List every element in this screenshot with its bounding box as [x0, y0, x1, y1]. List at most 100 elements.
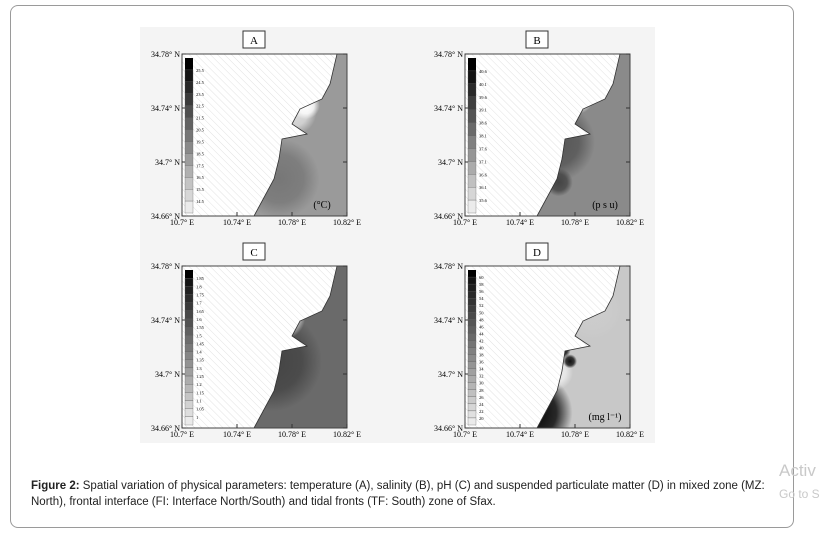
- colorbar-label: 37.1: [479, 159, 487, 164]
- colorbar-swatch: [467, 161, 477, 175]
- lat-tick-label: 34.78° N: [151, 50, 180, 59]
- colorbar-label: 14.5: [196, 199, 205, 204]
- lat-tick-label: 34.66° N: [434, 212, 463, 221]
- contour-map: A 34.78° N 34.74° N 34.7° N 34.66° N10.7° E 1…: [151, 30, 361, 227]
- colorbar-swatch: [467, 109, 477, 123]
- lon-tick-label: 10.78° E: [561, 430, 589, 439]
- colorbar-swatch: [184, 375, 194, 385]
- colorbar-label: 39.6: [479, 95, 488, 100]
- colorbar-swatch: [467, 333, 477, 341]
- lat-tick-label: 34.74° N: [434, 104, 463, 113]
- colorbar-label: 40: [479, 346, 484, 351]
- colorbar-swatch: [467, 326, 477, 334]
- colorbar-swatch: [184, 335, 194, 344]
- unit-label: (p s u): [592, 200, 618, 211]
- lat-tick-label: 34.78° N: [434, 262, 463, 271]
- lat-tick-label: 34.78° N: [434, 50, 463, 59]
- colorbar-label: 36.6: [479, 172, 488, 177]
- colorbar-swatch: [467, 174, 477, 188]
- contour-map: B 34.78° N 34.74° N 34.7° N 34.66° N10.7° E 1…: [434, 30, 644, 227]
- colorbar-label: 40.1: [479, 82, 487, 87]
- colorbar-swatch: [467, 305, 477, 313]
- colorbar-swatch: [467, 135, 477, 149]
- lon-tick-label: 10.82° E: [616, 218, 644, 227]
- colorbar-label: 19.5: [196, 139, 205, 144]
- colorbar-swatch: [184, 278, 194, 287]
- plot-frame: [464, 265, 631, 429]
- panel-label: A: [250, 35, 258, 47]
- colorbar-swatch: [184, 310, 194, 320]
- colorbar-swatch: [467, 340, 477, 348]
- contour-region: [563, 354, 577, 369]
- colorbar-swatch: [467, 319, 477, 327]
- colorbar-swatch: [184, 81, 194, 94]
- colorbar-swatch: [184, 153, 194, 166]
- colorbar-swatch: [184, 177, 194, 190]
- colorbar-swatch: [184, 392, 194, 401]
- lon-tick-label: 10.74° E: [223, 218, 251, 227]
- colorbar-label: 23.5: [196, 92, 205, 97]
- colorbar-label: 1.25: [196, 374, 205, 379]
- colorbar-swatch: [467, 96, 477, 110]
- lon-tick-label: 10.74° E: [506, 430, 534, 439]
- activation-watermark-sub: Go to S: [779, 487, 820, 501]
- colorbar-label: 1.5: [196, 333, 202, 338]
- panel-label: D: [533, 247, 541, 259]
- colorbar-label: 1.2: [196, 382, 202, 387]
- lat-tick-label: 34.66° N: [151, 424, 180, 433]
- colorbar-swatch: [467, 83, 477, 97]
- colorbar-swatch: [467, 298, 477, 306]
- colorbar-swatch: [184, 141, 194, 154]
- colorbar-label: 52: [479, 303, 484, 308]
- colorbar-label: 56: [479, 289, 484, 294]
- colorbar-swatch: [467, 396, 477, 405]
- plot-frame: [181, 265, 348, 429]
- plot-frame: [464, 53, 631, 217]
- colorbar-label: 1.45: [196, 341, 205, 346]
- colorbar-swatch: [184, 367, 194, 377]
- colorbar-swatch: [467, 403, 477, 412]
- lon-tick-label: 10.82° E: [333, 430, 361, 439]
- colorbar-swatch: [184, 286, 194, 295]
- colorbar-swatch: [184, 189, 194, 202]
- colorbar-swatch: [467, 410, 477, 419]
- colorbar-label: 40.6: [479, 69, 488, 74]
- colorbar-swatch: [184, 105, 194, 118]
- colorbar-swatch: [184, 408, 194, 417]
- colorbar-label: 60: [479, 275, 484, 280]
- colorbar-swatch: [184, 93, 194, 106]
- caption-text: Spatial variation of physical parameters…: [31, 480, 765, 508]
- colorbar-swatch: [467, 70, 477, 84]
- colorbar-label: 1.4: [196, 350, 202, 355]
- colorbar-label: 24.5: [196, 80, 205, 85]
- colorbar-label: 26: [479, 395, 484, 400]
- lat-tick-label: 34.74° N: [151, 316, 180, 325]
- colorbar-label: 21.5: [196, 116, 205, 121]
- colorbar-label: 36: [479, 360, 484, 365]
- colorbar-label: 48: [479, 317, 484, 322]
- colorbar-label: 35.6: [479, 198, 488, 203]
- colorbar-swatch: [184, 384, 194, 393]
- colorbar-label: 1.7: [196, 301, 202, 306]
- colorbar-swatch: [467, 187, 477, 201]
- lon-tick-label: 10.7° E: [453, 430, 477, 439]
- colorbar-swatch: [467, 148, 477, 162]
- colorbar-label: 18.5: [196, 151, 205, 156]
- unit-label: (°C): [313, 200, 330, 211]
- lat-tick-label: 34.7° N: [438, 158, 463, 167]
- panel-label: B: [533, 35, 540, 47]
- colorbar-label: 1.35: [196, 358, 205, 363]
- colorbar-label: 34: [479, 367, 484, 372]
- colorbar-swatch: [184, 165, 194, 178]
- figure-image: A 34.78° N 34.74° N 34.7° N 34.66° N 10.7° E 1…: [140, 27, 655, 443]
- lat-tick-label: 34.74° N: [434, 316, 463, 325]
- colorbar-swatch: [467, 382, 477, 390]
- colorbar-label: 16.5: [196, 175, 205, 180]
- colorbar-label: 36.1: [479, 185, 487, 190]
- plot-frame: [181, 53, 348, 217]
- colorbar-label: 22: [479, 409, 484, 414]
- colorbar-swatch: [467, 347, 477, 355]
- colorbar-swatch: [184, 416, 194, 426]
- colorbar-label: 39.1: [479, 108, 487, 113]
- lat-tick-label: 34.7° N: [155, 158, 180, 167]
